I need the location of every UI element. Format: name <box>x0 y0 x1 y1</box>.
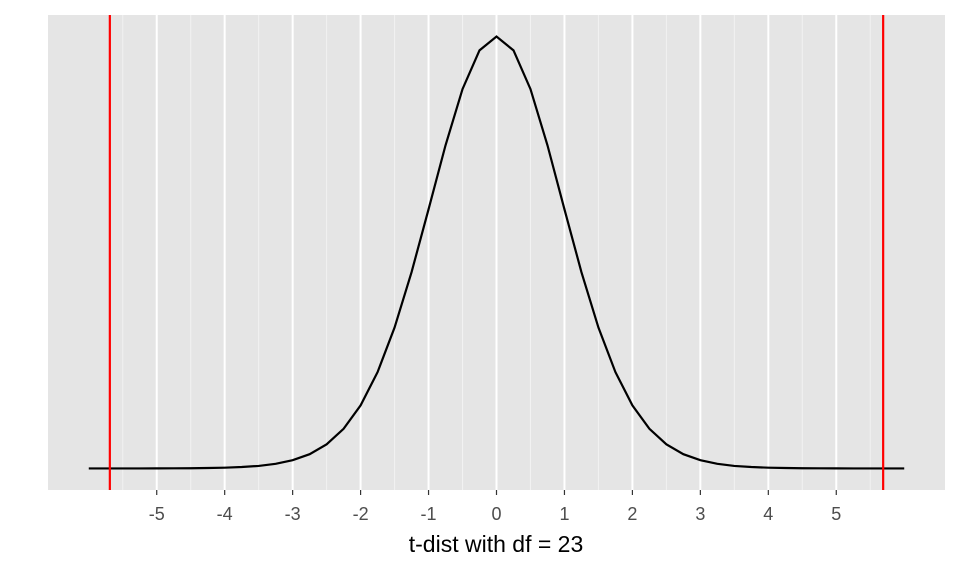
x-tick-label: 2 <box>627 504 637 524</box>
x-tick-label: 4 <box>763 504 773 524</box>
x-tick-label: -3 <box>285 504 301 524</box>
x-tick-label: 5 <box>831 504 841 524</box>
x-axis-title: t-dist with df = 23 <box>409 531 584 557</box>
density-line <box>88 35 905 470</box>
x-tick-label: -1 <box>421 504 437 524</box>
x-tick-label: -4 <box>217 504 233 524</box>
x-tick-label: -5 <box>149 504 165 524</box>
x-tick-label: -2 <box>353 504 369 524</box>
x-tick-label: 3 <box>695 504 705 524</box>
x-tick-label: 1 <box>559 504 569 524</box>
x-tick-label: 0 <box>491 504 501 524</box>
